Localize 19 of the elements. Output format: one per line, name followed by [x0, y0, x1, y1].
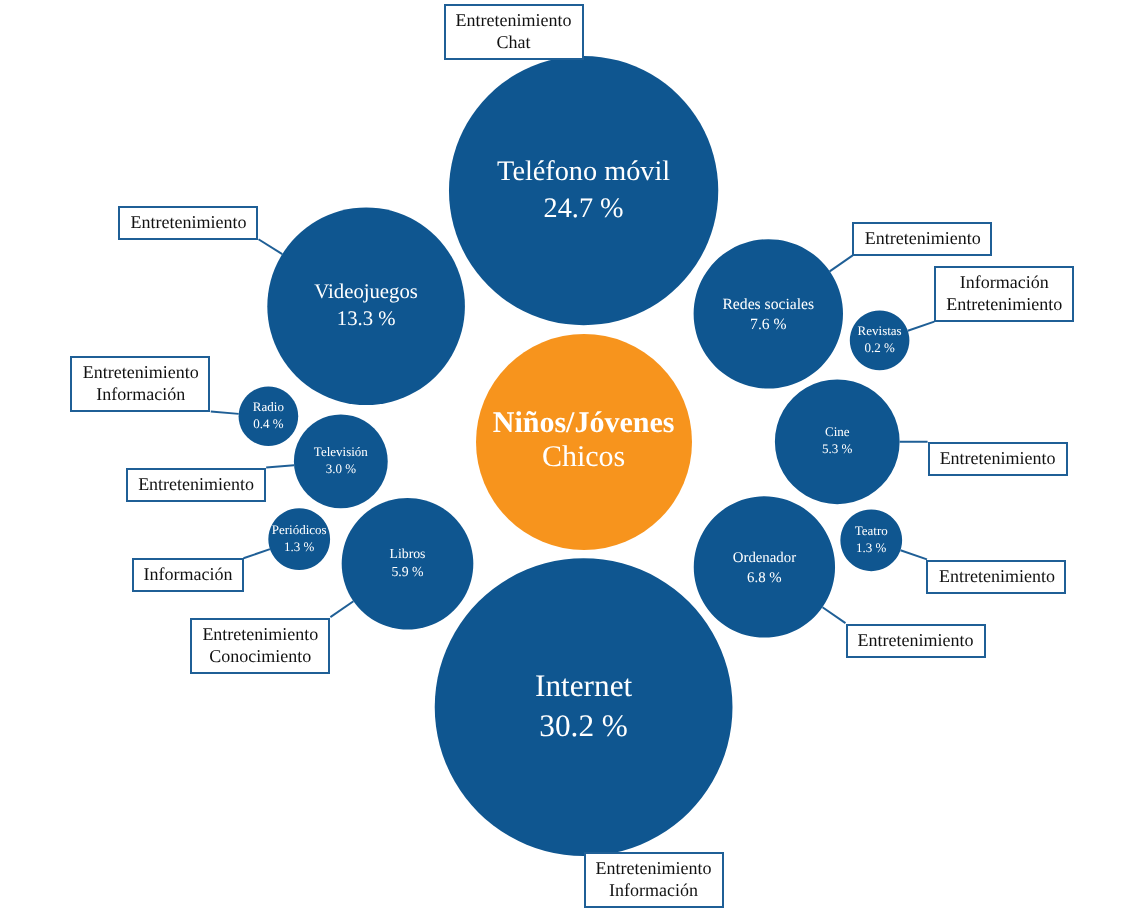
- text: Entretenimiento: [926, 559, 1067, 594]
- text: Entretenimiento Información: [70, 355, 211, 412]
- data-label: 13.3 %: [336, 308, 397, 331]
- text: Entretenimiento: [126, 467, 267, 502]
- data-label: 30.2 %: [539, 710, 628, 745]
- text: Información Entretenimiento: [934, 265, 1075, 322]
- data-label: 24.7 %: [543, 193, 625, 226]
- category-label: Internet: [535, 669, 634, 704]
- text: Entretenimiento: [927, 441, 1068, 476]
- text: Entretenimiento: [845, 623, 986, 658]
- text: Entretenimiento: [118, 205, 259, 240]
- centre-disc: Niños/Jóvenes Chicos: [475, 333, 692, 551]
- text: Entretenimiento Chat: [443, 4, 584, 60]
- category-label: Teléfono móvil: [497, 156, 671, 189]
- text: Información: [131, 558, 245, 593]
- text: Entretenimiento: [852, 221, 993, 256]
- text: Entretenimiento Información: [583, 852, 724, 908]
- category-label: Videojuegos: [314, 281, 418, 304]
- text: Entretenimiento Conocimiento: [190, 617, 331, 674]
